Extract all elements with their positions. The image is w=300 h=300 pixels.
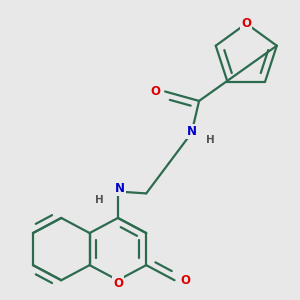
- Text: O: O: [180, 274, 190, 287]
- Text: O: O: [241, 17, 251, 30]
- Text: H: H: [206, 135, 215, 145]
- Text: N: N: [187, 124, 196, 138]
- Text: O: O: [151, 85, 161, 98]
- Text: O: O: [113, 277, 123, 290]
- Text: N: N: [115, 182, 125, 195]
- Text: H: H: [95, 195, 104, 205]
